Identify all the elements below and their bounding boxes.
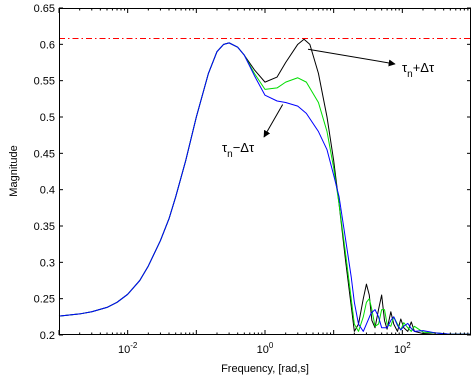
y-tick-label: 0.55 [34, 76, 55, 88]
annotation-layer: τn+Δτ τn−Δτ [222, 48, 435, 160]
annotation-label-minus: τn−Δτ [222, 140, 255, 160]
tick-layer: 0.2 0.25 0.3 0.35 0.4 0.45 0.5 0.55 0.6 0.65 10-2 1… [34, 3, 471, 356]
y-tick-label: 0.2 [40, 330, 55, 342]
x-tick-label: 10-2 [118, 341, 138, 356]
y-axis-label: Magnitude [8, 145, 20, 196]
y-tick-label: 0.6 [40, 39, 55, 51]
x-tick-label: 102 [394, 341, 411, 356]
y-tick-label: 0.25 [34, 294, 55, 306]
y-tick-label: 0.65 [34, 3, 55, 15]
annotation-label-plus: τn+Δτ [402, 60, 435, 80]
x-tick-label: 100 [257, 341, 274, 356]
y-tick-label: 0.5 [40, 112, 55, 124]
y-tick-label: 0.3 [40, 257, 55, 269]
y-tick-label: 0.45 [34, 148, 55, 160]
annotation-arrow-plus [307, 48, 396, 67]
plot-area [59, 8, 471, 335]
y-tick-label: 0.35 [34, 221, 55, 233]
annotation-arrow-minus [263, 104, 284, 138]
x-axis-label: Frequency, [rad,s] [221, 363, 309, 375]
series-layer [58, 38, 471, 335]
series-line-2 [58, 42, 471, 335]
y-tick-label: 0.4 [40, 185, 55, 197]
